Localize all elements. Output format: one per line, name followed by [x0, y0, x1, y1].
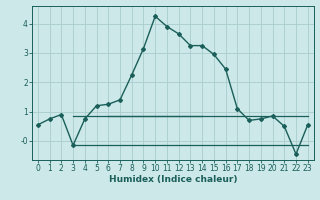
- X-axis label: Humidex (Indice chaleur): Humidex (Indice chaleur): [108, 175, 237, 184]
